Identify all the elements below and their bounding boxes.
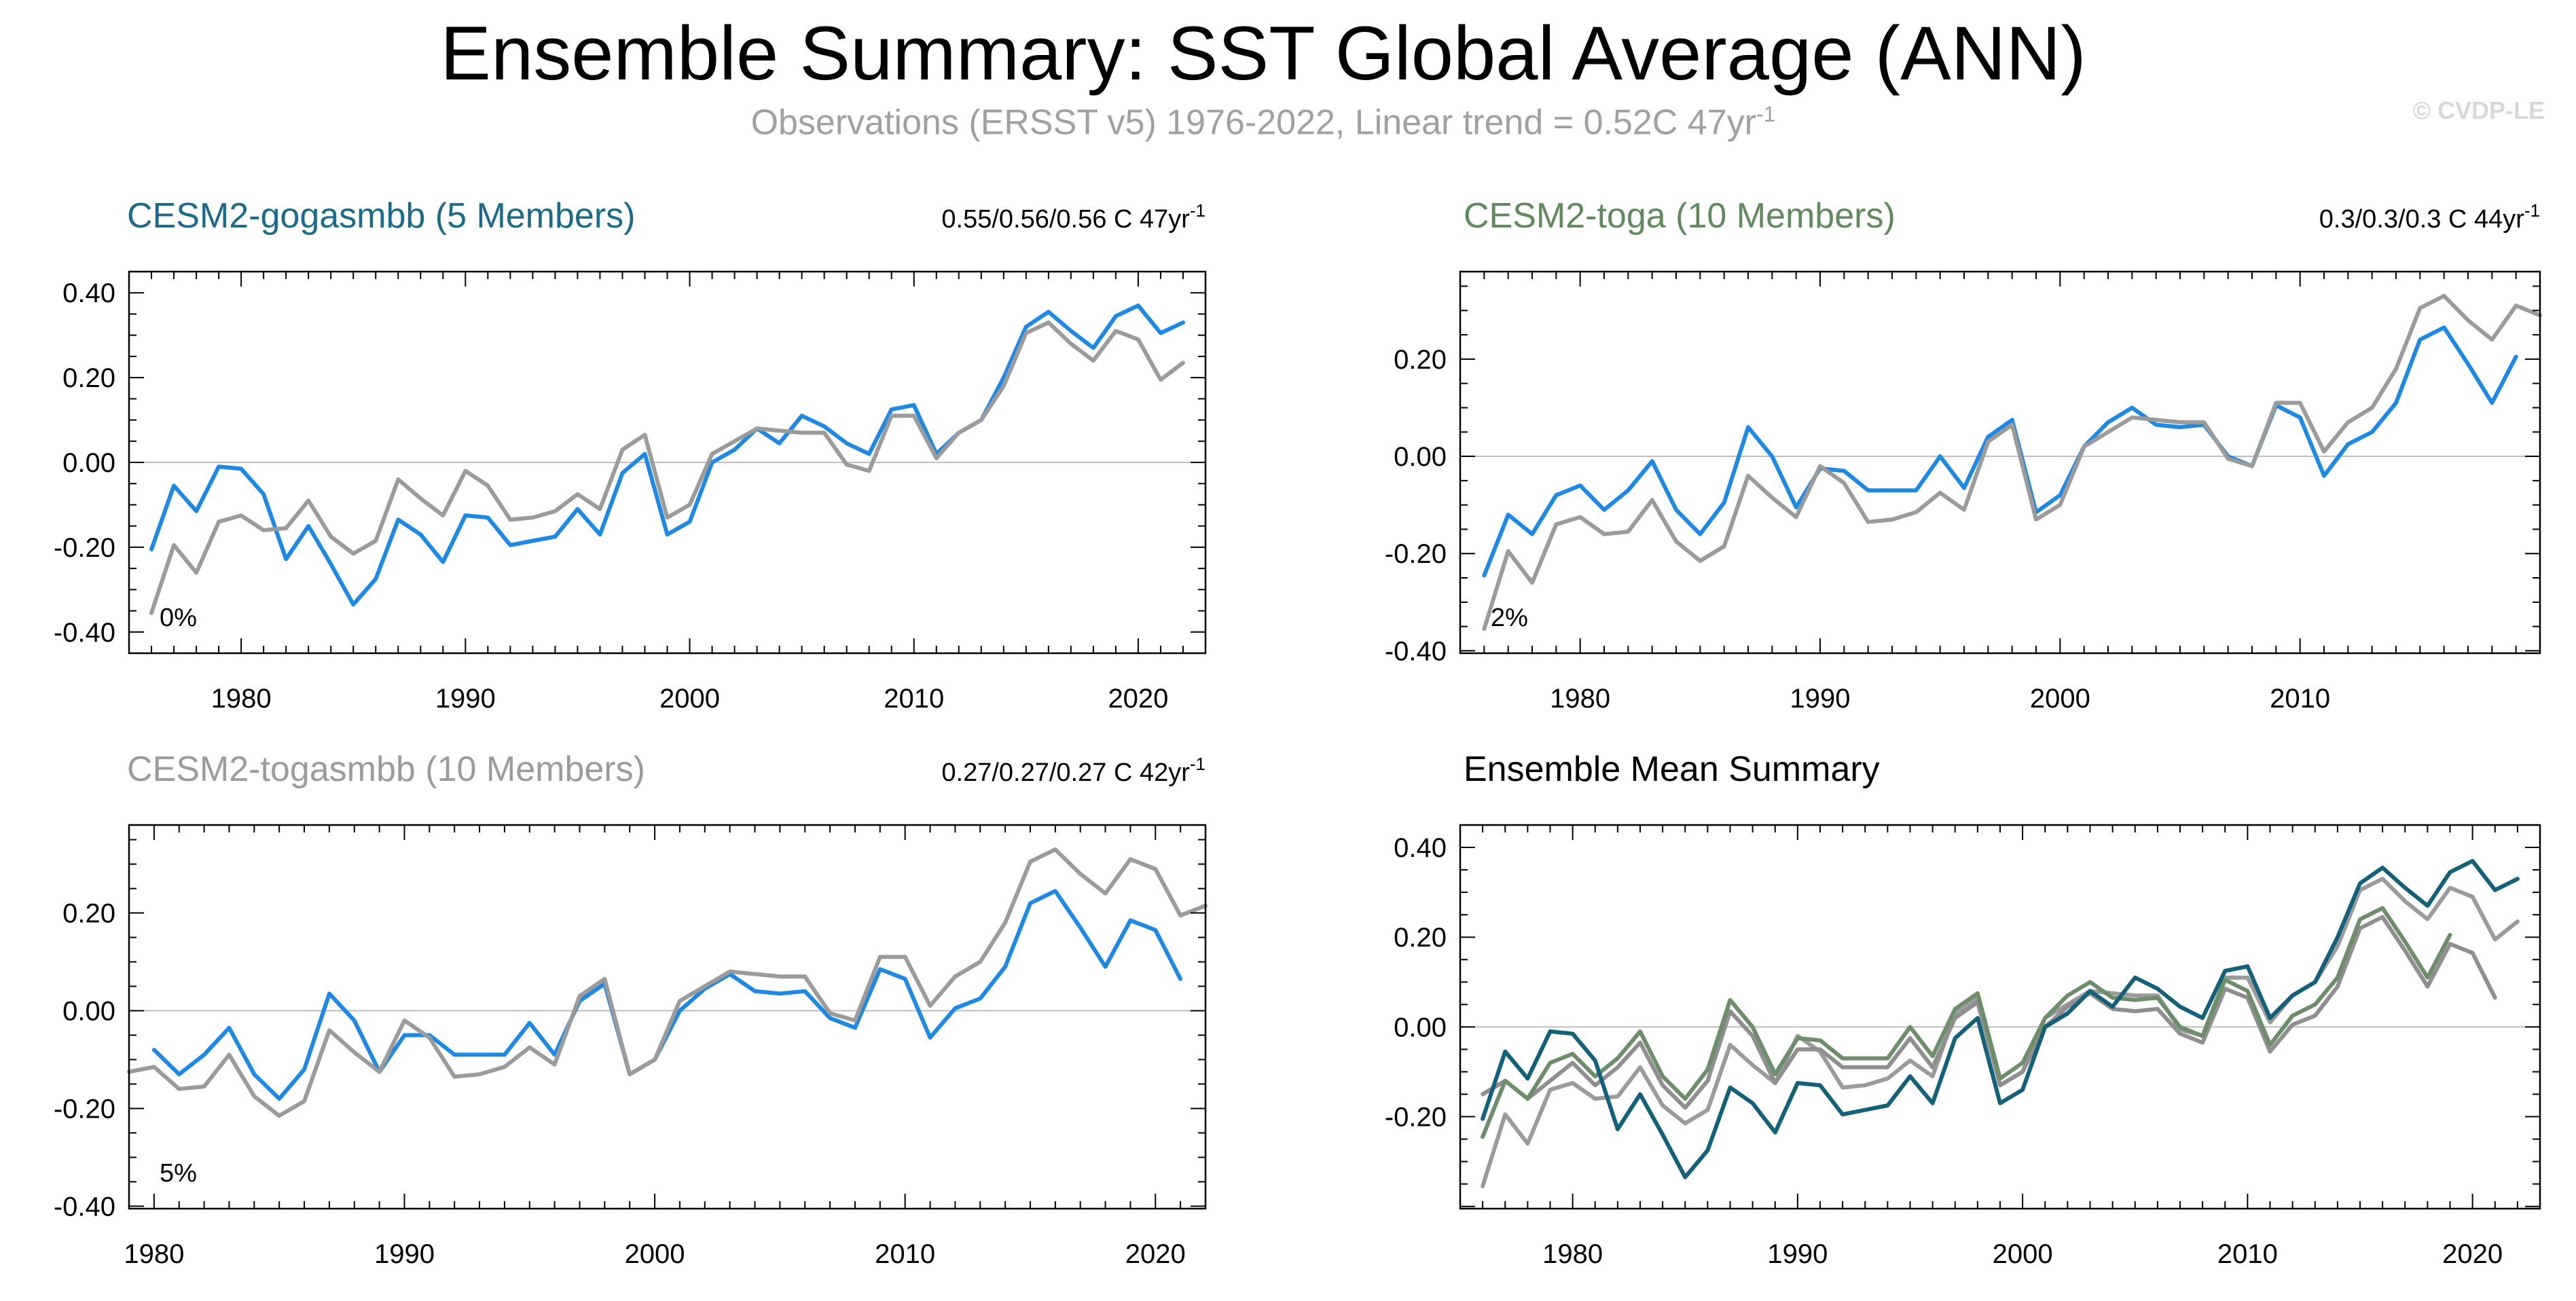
x-tick-label: 2010	[2217, 1239, 2278, 1269]
series-line-cesm2-gogasmbb	[149, 304, 1185, 607]
x-tick-label: 1980	[211, 684, 272, 714]
x-tick-label: 1980	[1550, 684, 1610, 714]
panel-bottom-right: Ensemble Mean Summary 1980 1990 2000 2010 202…	[1385, 750, 2541, 1269]
credit-watermark: © CVDP-LE	[2412, 96, 2545, 124]
trend-value: 0.55/0.56/0.56 C 47yr	[941, 205, 1190, 234]
x-tick-label: 2010	[884, 684, 944, 714]
panel-title: Ensemble Mean Summary	[1464, 750, 1880, 789]
y-tick-label: 0.20	[1394, 923, 1447, 953]
panel-trend-label: 0.3/0.3/0.3 C 44yr-1	[2319, 200, 2540, 234]
subtitle-superscript: -1	[1756, 102, 1776, 126]
y-tick-label: 0.20	[62, 899, 115, 929]
y-tick-label: -0.40	[54, 1192, 115, 1222]
percent-rank-label: 0%	[160, 604, 197, 632]
x-tick-label: 2000	[2030, 684, 2090, 714]
panel-trend-label: 0.27/0.27/0.27 C 42yr-1	[941, 754, 1205, 787]
x-tick-label: 1990	[1767, 1239, 1828, 1269]
y-tick-label: 0.00	[62, 448, 115, 478]
x-tick-label: 2010	[875, 1239, 935, 1269]
panel-top-right: CESM2-toga (10 Members) 0.3/0.3/0.3 C 44y…	[1385, 196, 2542, 714]
panel-trend-label: 0.55/0.56/0.56 C 47yr-1	[941, 200, 1205, 234]
x-tick-label: 2020	[1125, 1239, 1186, 1269]
y-tick-label: -0.20	[54, 1094, 115, 1124]
percent-rank-label: 5%	[160, 1159, 197, 1188]
panel-title: CESM2-togasmbb (10 Members)	[127, 750, 645, 789]
y-tick-label: 0.40	[1394, 833, 1447, 863]
y-tick-label: 0.00	[1394, 442, 1447, 472]
series-line-cesm2-toga	[1481, 906, 2452, 1139]
x-tick-label: 1980	[124, 1239, 184, 1269]
trend-superscript: -1	[1190, 754, 1205, 774]
series-line-observations-ersst-v5-	[1482, 293, 2542, 631]
series-line-observations-ersst-v5-	[127, 847, 1208, 1118]
trend-value: 0.27/0.27/0.27 C 42yr	[941, 758, 1190, 787]
y-tick-label: -0.20	[54, 533, 115, 563]
x-tick-label: 1990	[435, 684, 496, 714]
series-line-cesm2-toga	[1482, 325, 2518, 578]
plot-frame	[128, 824, 1207, 1210]
y-tick-label: -0.40	[54, 618, 115, 648]
y-tick-label: 0.20	[62, 363, 115, 393]
x-tick-label: 2000	[1993, 1239, 2053, 1269]
x-tick-label: 2020	[1108, 684, 1168, 714]
panel-top-left: CESM2-gogasmbb (5 Members) 0.55/0.56/0.56…	[54, 196, 1207, 714]
y-tick-label: 0.00	[62, 997, 115, 1027]
panel-bottom-left: CESM2-togasmbb (10 Members) 0.27/0.27/0.2…	[54, 750, 1208, 1269]
subtitle-text: Observations (ERSST v5) 1976-2022, Linea…	[750, 103, 1756, 143]
trend-superscript: -1	[1190, 200, 1205, 221]
percent-rank-label: 2%	[1491, 604, 1528, 632]
y-tick-label: 0.00	[1394, 1012, 1447, 1042]
panel-title: CESM2-gogasmbb (5 Members)	[127, 196, 635, 236]
series-line-cesm2-gogasmbb	[1481, 858, 2520, 1179]
y-tick-label: -0.20	[1385, 1103, 1447, 1133]
y-tick-label: -0.20	[1385, 539, 1447, 569]
trend-superscript: -1	[2524, 200, 2540, 221]
figure-title: Ensemble Summary: SST Global Average (AN…	[440, 11, 2086, 96]
x-tick-label: 2020	[2442, 1239, 2503, 1269]
x-tick-label: 2000	[625, 1239, 685, 1269]
figure-subtitle: Observations (ERSST v5) 1976-2022, Linea…	[0, 102, 2526, 143]
series-line-observations-ersst-v5-	[149, 320, 1185, 615]
panel-title: CESM2-toga (10 Members)	[1464, 196, 1895, 236]
y-tick-label: 0.20	[1394, 345, 1447, 375]
x-tick-label: 1990	[1790, 684, 1851, 714]
series-line-cesm2-togasmbb	[1481, 915, 2497, 1110]
plot-frame	[1459, 270, 2541, 655]
trend-value: 0.3/0.3/0.3 C 44yr	[2319, 205, 2524, 234]
series-line-cesm2-togasmbb	[151, 889, 1183, 1101]
x-tick-label: 1980	[1542, 1239, 1603, 1269]
x-tick-label: 2010	[2270, 684, 2330, 714]
y-tick-label: -0.40	[1385, 636, 1447, 666]
y-tick-label: 0.40	[62, 278, 115, 308]
x-tick-label: 2000	[659, 684, 720, 714]
x-tick-label: 1990	[374, 1239, 435, 1269]
